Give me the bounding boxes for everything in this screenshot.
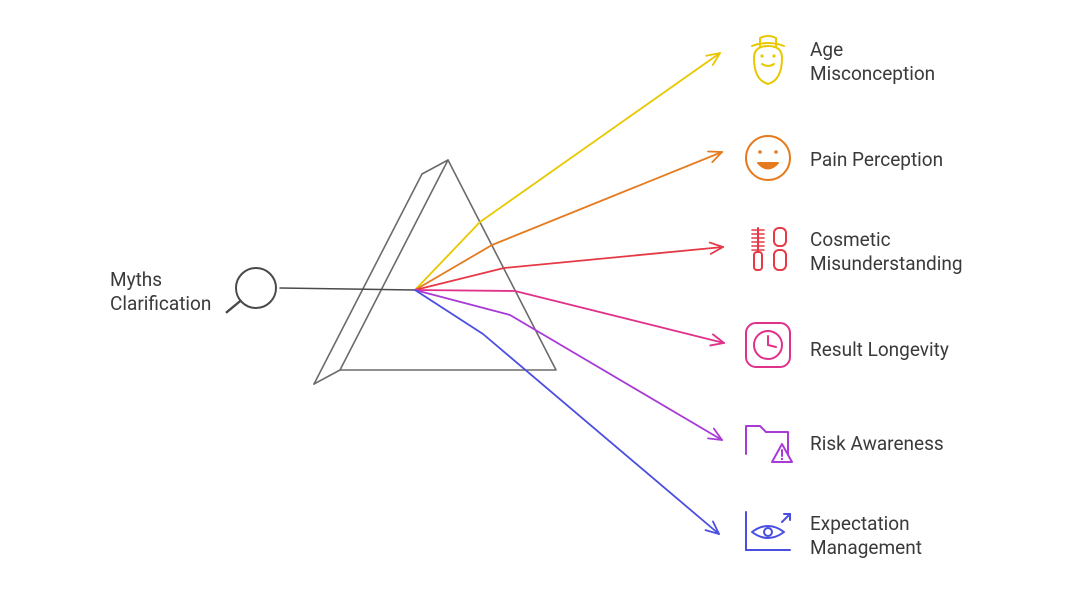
label-line: Management <box>810 536 922 560</box>
label-line: Result Longevity <box>810 338 949 362</box>
input-label-line: Myths <box>110 268 211 292</box>
risk-icon <box>746 426 792 462</box>
expectation-icon <box>746 512 790 550</box>
longevity-icon <box>746 323 790 367</box>
label-line: Risk Awareness <box>810 432 944 456</box>
ray-cosmetic <box>415 243 723 290</box>
rays <box>415 53 724 534</box>
label-pain: Pain Perception <box>810 148 943 172</box>
incoming-ray <box>280 288 415 290</box>
label-line: Misunderstanding <box>810 252 963 276</box>
label-line: Age <box>810 38 935 62</box>
input-label-line: Clarification <box>110 292 211 316</box>
label-line: Cosmetic <box>810 228 963 252</box>
label-longevity: Result Longevity <box>810 338 949 362</box>
label-age: AgeMisconception <box>810 38 935 86</box>
pain-icon <box>746 136 790 180</box>
cosmetic-icon <box>752 228 786 270</box>
label-line: Misconception <box>810 62 935 86</box>
ray-risk <box>415 290 722 440</box>
label-expectation: ExpectationManagement <box>810 512 922 560</box>
ray-pain <box>415 152 722 290</box>
magnifier-icon <box>227 268 276 312</box>
label-line: Pain Perception <box>810 148 943 172</box>
label-risk: Risk Awareness <box>810 432 944 456</box>
age-icon <box>752 36 784 84</box>
ray-longevity <box>415 290 724 345</box>
label-line: Expectation <box>810 512 922 536</box>
label-cosmetic: CosmeticMisunderstanding <box>810 228 963 276</box>
input-label: MythsClarification <box>110 268 211 316</box>
icons <box>746 36 792 550</box>
